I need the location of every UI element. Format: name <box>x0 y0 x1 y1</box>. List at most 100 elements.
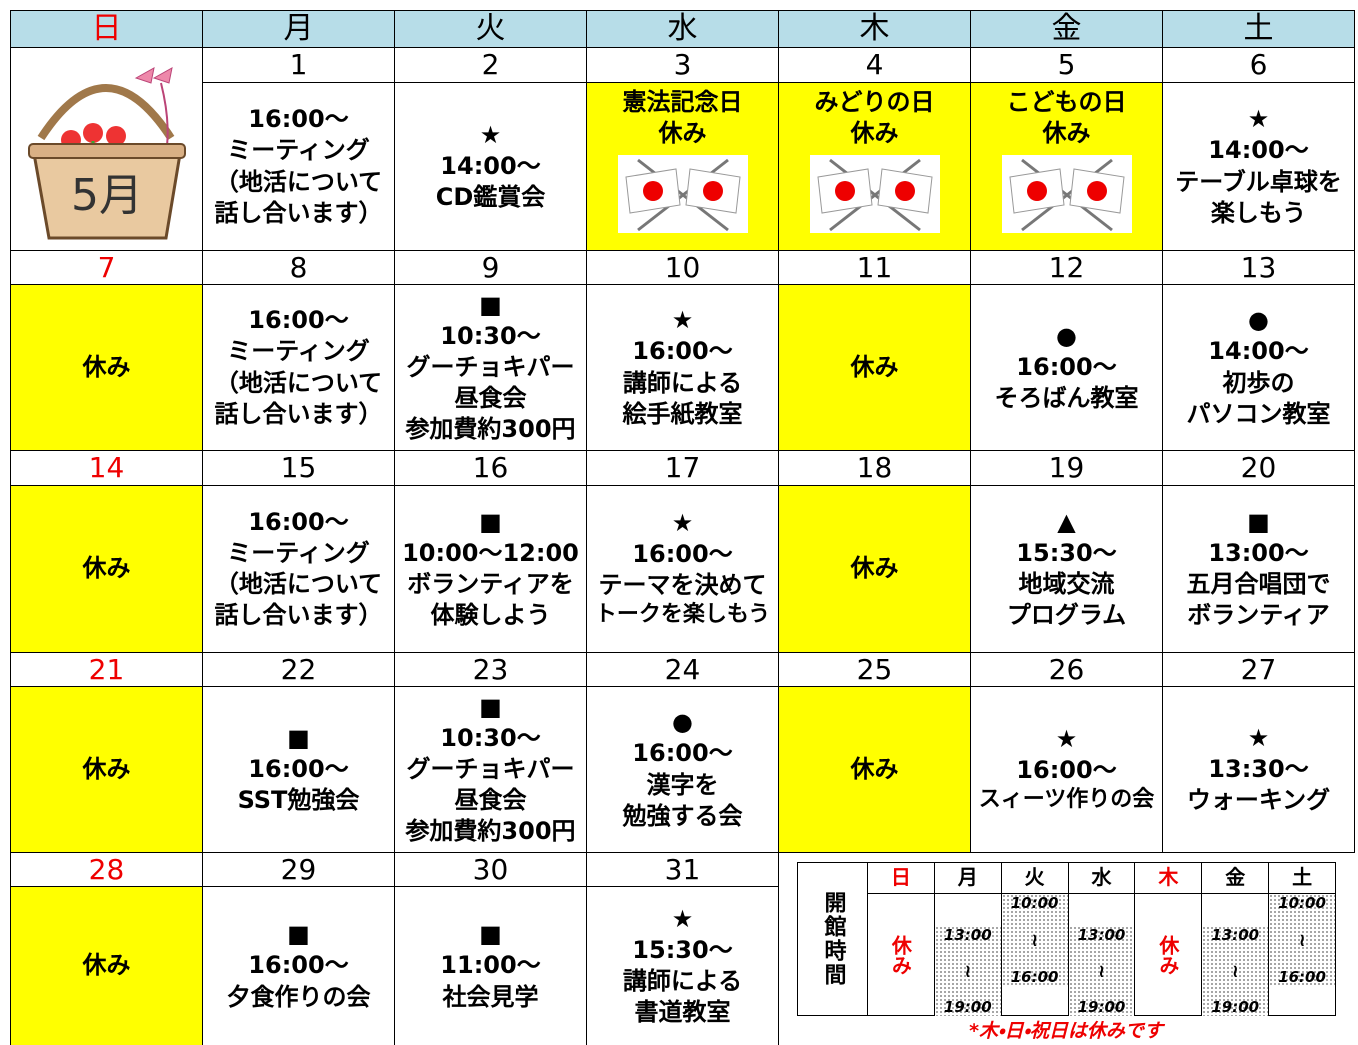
event-line: 休み <box>82 951 131 980</box>
event-line: 休み <box>658 119 707 148</box>
event-line: 16:00～ <box>632 739 733 768</box>
date-cell: 22 <box>202 652 395 687</box>
event-line: ● <box>672 708 693 737</box>
event-line: ★ <box>671 904 694 933</box>
event-line: 昼食会 <box>454 786 527 815</box>
event-line: 夕食作りの会 <box>226 982 371 1011</box>
hours-close: 16:00 <box>1278 968 1326 986</box>
date-cell: 11 <box>778 250 971 285</box>
hours-sep: ≀ <box>964 960 972 982</box>
weekday-header: 木 <box>778 10 971 48</box>
event-cell: ■ 10:30～ グーチョキパー 昼食会 参加費約300円 <box>394 284 587 451</box>
event-line: 13:00～ <box>1208 538 1309 567</box>
event-cell: 16:00～ ミーティング （地活について 話し合います） <box>202 284 395 451</box>
date-cell: 15 <box>202 450 395 486</box>
event-line: 五月合唱団で <box>1186 570 1331 598</box>
event-line: ミーティング <box>227 337 370 366</box>
hours-close: 19:00 <box>1211 998 1260 1016</box>
hours-day: 日 <box>867 862 935 894</box>
event-line: 16:00～ <box>632 540 733 569</box>
event-line: 16:00～ <box>248 507 349 536</box>
month-label: 5月 <box>71 170 143 221</box>
date-cell: 8 <box>202 250 395 285</box>
hours-sep: ≀ <box>1298 929 1306 951</box>
event-line: 16:00～ <box>632 337 733 366</box>
event-line: ウォーキング <box>1186 786 1331 815</box>
weekday-header: 火 <box>394 10 587 48</box>
event-cell: ★ 14:00～ CD鑑賞会 <box>394 82 587 251</box>
event-cell: みどりの日 休み <box>778 82 971 251</box>
date-cell: 2 <box>394 47 587 83</box>
date-cell: 19 <box>970 450 1163 486</box>
event-line: 休み <box>82 352 131 381</box>
event-line: みどりの日 <box>814 88 935 116</box>
date-cell: 4 <box>778 47 971 83</box>
hours-sep: ≀ <box>1031 929 1038 951</box>
hours-range: 13:00 ≀ 19:00 <box>1068 926 1135 1016</box>
event-line: 休み <box>82 554 131 583</box>
event-line: （地活について <box>214 570 383 598</box>
event-cell: ● 14:00～ 初歩の パソコン教室 <box>1162 284 1355 451</box>
event-line: 楽しもう <box>1210 198 1307 227</box>
event-line: 参加費約300円 <box>405 415 576 444</box>
event-line: ● <box>1248 306 1269 335</box>
event-cell: 休み <box>10 686 203 853</box>
event-line: ★ <box>671 306 694 335</box>
event-line: 漢字を <box>646 770 719 799</box>
event-line: ★ <box>671 508 694 537</box>
event-line: 14:00～ <box>1208 136 1309 165</box>
flags-illustration <box>617 155 748 234</box>
month-cell: 5月 <box>10 47 203 251</box>
event-line: 16:00～ <box>1016 756 1117 785</box>
event-line: ミーティング <box>227 136 370 165</box>
event-line: 16:00～ <box>248 951 349 980</box>
event-line: （地活について <box>214 368 383 397</box>
hours-day: 火 <box>1000 862 1069 894</box>
event-line: スィーツ作りの会 <box>978 787 1155 813</box>
event-line: ミーティング <box>227 538 370 567</box>
date-cell: 24 <box>586 652 779 687</box>
event-cell: ■ 16:00～ SST勉強会 <box>202 686 395 853</box>
date-cell: 1 <box>202 47 395 83</box>
event-line: こどもの日 <box>1006 88 1127 116</box>
hours-close: 16:00 <box>1010 968 1059 986</box>
event-line: 16:00～ <box>248 105 349 134</box>
event-cell: ★ 14:00～ テーブル卓球を 楽しもう <box>1162 82 1355 251</box>
date-cell: 31 <box>586 852 779 887</box>
event-line: そろばん教室 <box>994 384 1139 413</box>
event-line: ■ <box>287 920 310 949</box>
event-cell: 休み <box>778 485 971 653</box>
hours-open: 10:00 <box>1278 894 1326 912</box>
event-line: 休み <box>1042 119 1091 148</box>
event-cell: 休み <box>10 886 203 1045</box>
event-line: 体験しよう <box>430 601 551 630</box>
hours-day: 水 <box>1067 862 1136 894</box>
event-cell: 16:00～ ミーティング （地活について 話し合います） <box>202 485 395 653</box>
event-line: 16:00～ <box>248 306 349 335</box>
event-line: （地活について <box>214 167 383 196</box>
date-cell: 17 <box>586 450 779 486</box>
hours-day: 土 <box>1268 862 1336 894</box>
hours-range: 13:00 ≀ 19:00 <box>1202 926 1269 1016</box>
flags-illustration <box>809 155 940 234</box>
event-line: 休み <box>850 754 899 783</box>
hours-range: 13:00 ≀ 19:00 <box>934 926 1001 1016</box>
event-line: 勉強する会 <box>622 801 743 830</box>
event-cell: 休み <box>10 485 203 653</box>
event-line: ★ <box>1247 105 1270 134</box>
hours-sep: ≀ <box>1231 960 1239 982</box>
hours-col: 休み <box>1134 893 1203 1016</box>
event-cell: ★ 16:00～ 講師による 絵手紙教室 <box>586 284 779 451</box>
date-cell: 23 <box>394 652 587 687</box>
hours-range: 10:00 ≀ 16:00 <box>1269 894 1335 986</box>
event-line: 参加費約300円 <box>405 817 576 846</box>
event-line: ■ <box>479 507 502 536</box>
hours-col: 13:00 ≀ 19:00 <box>1067 893 1136 1016</box>
weekday-header: 金 <box>970 10 1163 48</box>
date-cell: 21 <box>10 652 203 687</box>
date-cell: 14 <box>10 450 203 486</box>
date-cell: 5 <box>970 47 1163 83</box>
hours-open: 13:00 <box>1211 926 1260 944</box>
event-line: パソコン教室 <box>1186 399 1331 428</box>
event-line: 初歩の <box>1222 368 1295 397</box>
